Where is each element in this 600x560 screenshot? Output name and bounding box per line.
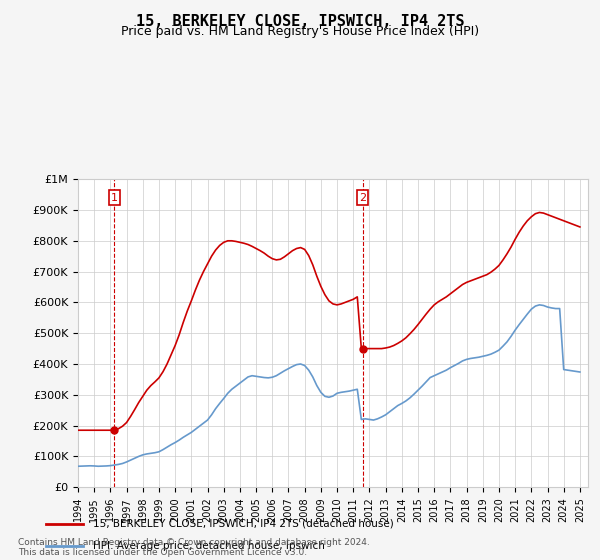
Text: Contains HM Land Registry data © Crown copyright and database right 2024.
This d: Contains HM Land Registry data © Crown c… bbox=[18, 538, 370, 557]
Text: 2: 2 bbox=[359, 193, 366, 203]
Text: 15, BERKELEY CLOSE, IPSWICH, IP4 2TS (detached house): 15, BERKELEY CLOSE, IPSWICH, IP4 2TS (de… bbox=[94, 519, 394, 529]
Text: HPI: Average price, detached house, Ipswich: HPI: Average price, detached house, Ipsw… bbox=[94, 541, 325, 551]
Text: Price paid vs. HM Land Registry's House Price Index (HPI): Price paid vs. HM Land Registry's House … bbox=[121, 25, 479, 38]
Text: 15, BERKELEY CLOSE, IPSWICH, IP4 2TS: 15, BERKELEY CLOSE, IPSWICH, IP4 2TS bbox=[136, 14, 464, 29]
Text: 1: 1 bbox=[111, 193, 118, 203]
